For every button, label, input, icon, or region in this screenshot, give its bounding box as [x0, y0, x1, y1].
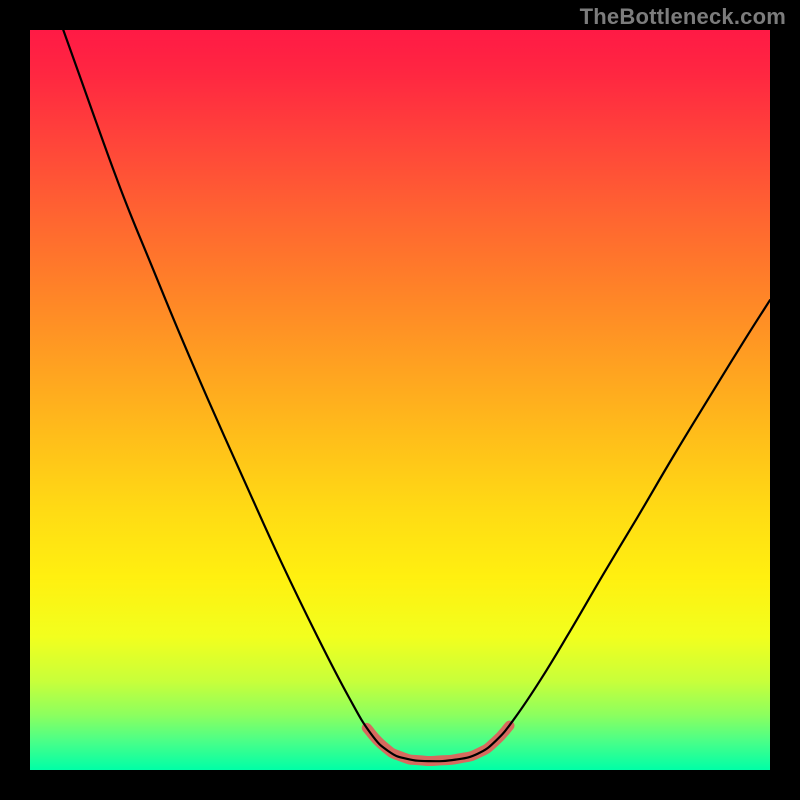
highlight-segment [367, 726, 510, 761]
curve-layer [30, 30, 770, 770]
chart-frame: TheBottleneck.com [0, 0, 800, 800]
plot-area [30, 30, 770, 770]
watermark-text: TheBottleneck.com [580, 4, 786, 30]
bottleneck-curve [63, 30, 770, 761]
